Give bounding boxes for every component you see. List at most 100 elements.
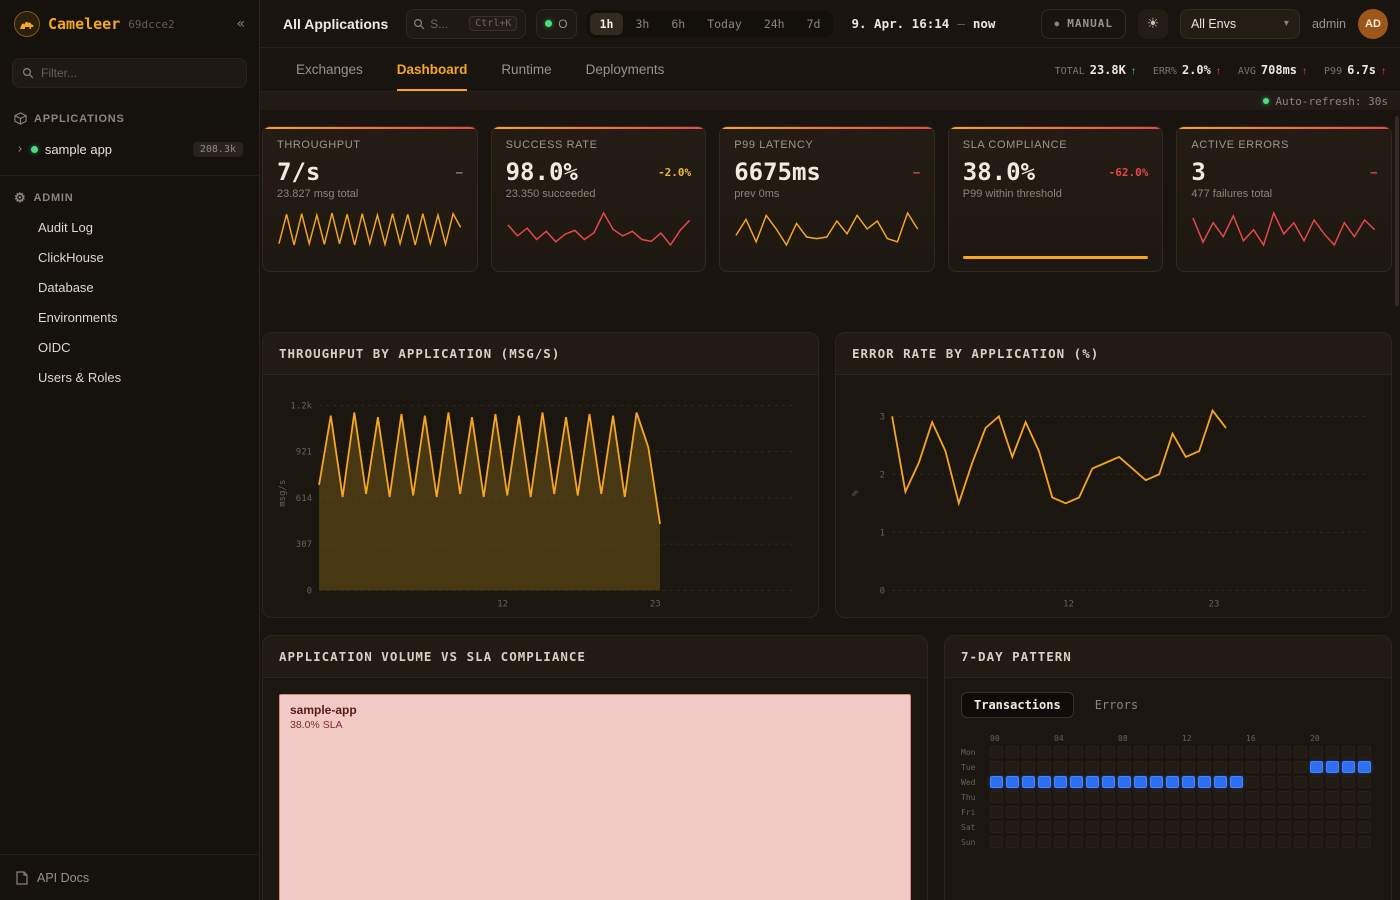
manual-label: MANUAL — [1067, 17, 1113, 30]
chevron-right-icon[interactable]: › — [16, 142, 24, 157]
stat-err: ERR% 2.0% ↑ — [1153, 63, 1221, 77]
sidebar-item-clickhouse[interactable]: ClickHouse — [0, 242, 259, 272]
kpi-title: ACTIVE ERRORS — [1191, 139, 1377, 151]
tab-deployments[interactable]: Deployments — [586, 48, 665, 91]
sidebar-item-users-roles[interactable]: Users & Roles — [0, 362, 259, 392]
sidebar-collapse-button[interactable]: « — [237, 16, 245, 32]
sidebar-item-database[interactable]: Database — [0, 272, 259, 302]
heatmap-cell — [1326, 821, 1339, 833]
tab-exchanges[interactable]: Exchanges — [296, 48, 363, 91]
transactions-toggle-button[interactable]: Transactions — [961, 692, 1074, 718]
sidebar-filter-input[interactable] — [41, 66, 237, 80]
heatmap-cell — [1310, 791, 1323, 803]
p99-latency-sparkline — [734, 209, 920, 249]
app-count-badge: 208.3k — [193, 142, 243, 157]
active-errors-sparkline — [1191, 209, 1377, 249]
kpi-title: THROUGHPUT — [277, 139, 463, 151]
live-status-pill[interactable]: O — [536, 9, 576, 39]
heatmap-cell — [990, 791, 1003, 803]
seven-day-pattern-panel: 7-DAY PATTERN Transactions Errors 000408… — [944, 635, 1392, 900]
environment-select[interactable]: All Envs ▾ — [1180, 9, 1300, 39]
heatmap-cell — [1150, 836, 1163, 848]
stat-value: 2.0% — [1182, 63, 1211, 77]
time-range-3h[interactable]: 3h — [625, 13, 659, 35]
datetime-from[interactable]: 9. Apr. 16:14 — [851, 16, 949, 31]
kpi-subtext: P99 within threshold — [963, 188, 1149, 200]
tab-runtime[interactable]: Runtime — [501, 48, 551, 91]
admin-section-label: ADMIN — [33, 192, 73, 204]
heatmap-cell — [1038, 746, 1051, 758]
global-search-input[interactable] — [430, 17, 464, 31]
svg-text:3: 3 — [880, 412, 885, 422]
heatmap-cell — [1182, 776, 1195, 788]
manual-dot-icon: ● — [1054, 19, 1060, 28]
page-title: All Applications — [283, 16, 388, 32]
time-range-today[interactable]: Today — [697, 13, 752, 35]
heatmap-cell — [1166, 821, 1179, 833]
kpi-value: 6675ms — [734, 159, 821, 185]
stat-label: ERR% — [1153, 66, 1177, 77]
sidebar-api-docs-link[interactable]: API Docs — [0, 854, 259, 900]
heatmap-cell — [1214, 791, 1227, 803]
live-dot — [545, 20, 552, 27]
tab-dashboard[interactable]: Dashboard — [397, 48, 468, 91]
heatmap-cell — [1118, 806, 1131, 818]
charts-row: THROUGHPUT BY APPLICATION (MSG/S) 030761… — [262, 332, 1392, 618]
sidebar-item-sample-app[interactable]: › sample app 208.3k — [8, 133, 251, 165]
manual-mode-button[interactable]: ● MANUAL — [1041, 9, 1126, 39]
heatmap-cell — [990, 761, 1003, 773]
heatmap-cell — [1022, 776, 1035, 788]
datetime-to[interactable]: now — [973, 16, 996, 31]
heatmap-cell — [1246, 746, 1259, 758]
treemap-block-sample-app[interactable]: sample-app 38.0% SLA — [279, 694, 911, 900]
heatmap-cell — [1246, 761, 1259, 773]
heatmap-cell — [1006, 836, 1019, 848]
heatmap-cell — [1086, 821, 1099, 833]
heatmap-cell — [1310, 821, 1323, 833]
heatmap-cell — [1022, 791, 1035, 803]
stat-total: TOTAL 23.8K ↑ — [1055, 63, 1136, 77]
sidebar-filter — [12, 58, 247, 88]
heatmap-cell — [1198, 761, 1211, 773]
sidebar-item-environments[interactable]: Environments — [0, 302, 259, 332]
heatmap-cell — [1102, 776, 1115, 788]
heatmap-cell — [1086, 836, 1099, 848]
app-status-dot — [31, 146, 38, 153]
heatmap-cell — [1198, 836, 1211, 848]
camel-logo-icon — [14, 11, 40, 37]
global-search[interactable]: Ctrl+K — [406, 9, 526, 39]
heatmap-cell — [1342, 791, 1355, 803]
svg-text:23: 23 — [1209, 599, 1220, 609]
applications-section: APPLICATIONS › sample app 208.3k — [0, 102, 259, 167]
username-label: admin — [1312, 17, 1346, 31]
svg-text:307: 307 — [296, 540, 312, 550]
heatmap-cell — [1022, 806, 1035, 818]
search-icon — [413, 18, 425, 30]
heatmap-cell — [1070, 776, 1083, 788]
throughput-sparkline — [277, 209, 463, 249]
heatmap-cell — [1038, 761, 1051, 773]
heatmap-cell — [1022, 746, 1035, 758]
header-stats: TOTAL 23.8K ↑ ERR% 2.0% ↑ AVG 708ms ↑ P9… — [1055, 48, 1386, 91]
time-range-6h[interactable]: 6h — [661, 13, 695, 35]
time-range-1h[interactable]: 1h — [590, 13, 624, 35]
heatmap-cell — [1102, 821, 1115, 833]
scrollbar[interactable] — [1395, 116, 1399, 306]
heatmap-cell — [1054, 821, 1067, 833]
api-docs-label: API Docs — [37, 871, 89, 885]
heatmap-cell — [1326, 761, 1339, 773]
time-range-24h[interactable]: 24h — [754, 13, 795, 35]
error-rate-chart-panel: ERROR RATE BY APPLICATION (%) 01231223% — [835, 332, 1392, 618]
time-range-7d[interactable]: 7d — [797, 13, 831, 35]
live-label: O — [558, 17, 567, 31]
errors-toggle-button[interactable]: Errors — [1082, 692, 1151, 718]
heatmap-cell — [1278, 806, 1291, 818]
heatmap-cell — [1134, 806, 1147, 818]
heatmap-cell — [1086, 761, 1099, 773]
sidebar-item-oidc[interactable]: OIDC — [0, 332, 259, 362]
heatmap-cell — [1342, 821, 1355, 833]
stat-value: 23.8K — [1090, 63, 1126, 77]
theme-toggle-button[interactable]: ☀ — [1138, 9, 1168, 39]
avatar[interactable]: AD — [1358, 9, 1388, 39]
sidebar-item-audit-log[interactable]: Audit Log — [0, 212, 259, 242]
